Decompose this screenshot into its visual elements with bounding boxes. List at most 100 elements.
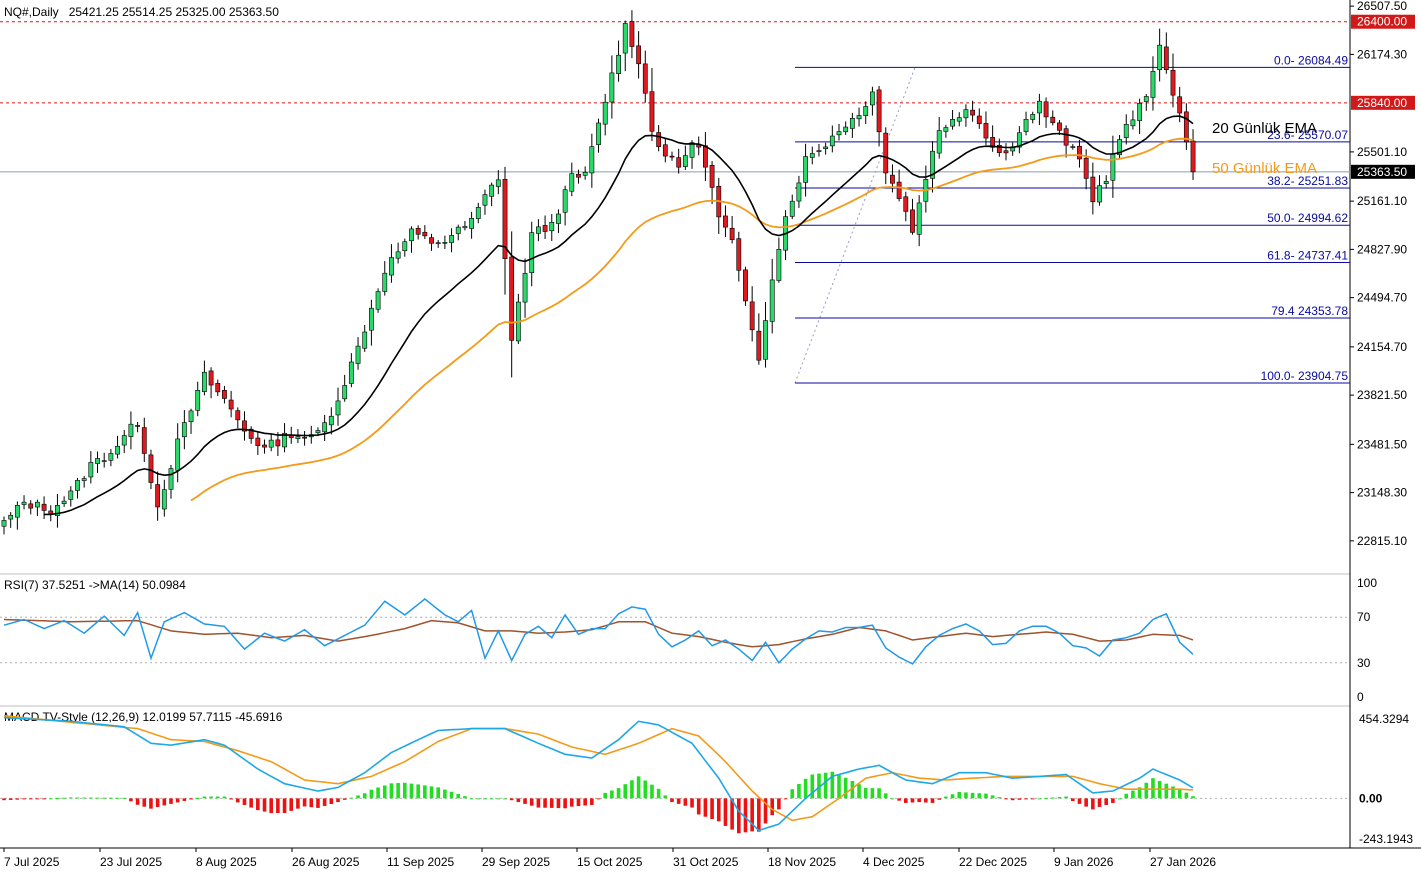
macd-histogram-bar — [623, 784, 628, 799]
candle-body — [1070, 146, 1076, 148]
macd-title: MACD TV-Style (12,26,9) 12.0199 57.7115 … — [4, 710, 283, 724]
macd-histogram-bar — [122, 797, 127, 799]
candle-body — [622, 23, 628, 54]
macd-histogram-bar — [443, 789, 447, 799]
macd-histogram-bar — [469, 798, 474, 800]
candle-body — [1037, 100, 1042, 114]
candle-body — [662, 144, 668, 157]
macd-histogram-bar — [456, 793, 461, 799]
candle-body — [1150, 71, 1156, 98]
candle-body — [1003, 150, 1009, 154]
macd-histogram-bar — [1024, 798, 1028, 800]
macd-histogram-bar — [155, 798, 160, 808]
macd-histogram-bar — [489, 798, 494, 800]
candle-body — [1, 520, 7, 527]
candle-body — [215, 383, 221, 393]
macd-histogram-bar — [556, 798, 561, 809]
candle-body — [342, 385, 348, 400]
candle-body — [135, 425, 140, 427]
price-tick-label: 22815.10 — [1357, 534, 1407, 548]
candle-body — [963, 109, 969, 119]
macd-histogram-bar — [356, 795, 360, 799]
macd-histogram-bar — [109, 797, 113, 799]
candle-body — [1183, 111, 1189, 143]
macd-histogram-bar — [570, 798, 574, 807]
macd-histogram-bar — [516, 798, 521, 803]
macd-histogram-bar — [35, 798, 40, 800]
candle-body — [936, 130, 942, 154]
candle-body — [282, 432, 287, 448]
candle-body — [763, 320, 768, 360]
candle-body — [910, 209, 915, 233]
macd-histogram-bar — [15, 798, 20, 800]
time-tick-label: 26 Aug 2025 — [292, 855, 360, 869]
macd-histogram-bar — [797, 783, 801, 799]
candle-body — [569, 173, 575, 192]
candle-body — [509, 256, 515, 341]
candle-body — [61, 500, 67, 504]
macd-histogram-bar — [202, 796, 207, 799]
candle-body — [1170, 69, 1176, 96]
candle-body — [402, 241, 408, 252]
candle-body — [295, 436, 301, 440]
macd-histogram-bar — [1050, 797, 1055, 799]
price-tick-label: 24827.90 — [1357, 242, 1407, 256]
candle-body — [803, 156, 808, 183]
macd-histogram-bar — [242, 798, 247, 805]
candle-body — [883, 132, 889, 174]
candle-body — [188, 410, 194, 422]
ema50-line — [190, 137, 1194, 502]
macd-histogram-bar — [1124, 793, 1129, 799]
macd-histogram-bar — [1164, 783, 1169, 799]
macd-histogram-bar — [349, 797, 354, 799]
candle-body — [816, 150, 822, 152]
macd-histogram-bar — [596, 798, 601, 800]
candle-body — [362, 331, 368, 349]
macd-histogram-bar — [42, 798, 46, 800]
macd-histogram-bar — [1030, 798, 1035, 800]
macd-histogram-bar — [630, 780, 634, 799]
macd-histogram-bar — [115, 797, 120, 799]
candle-body — [1130, 119, 1136, 127]
macd-histogram-bar — [262, 798, 267, 812]
macd-histogram-bar — [1097, 798, 1102, 807]
fib-level-label: 0.0- 26084.49 — [1274, 53, 1348, 67]
candle-body — [1190, 140, 1196, 173]
candle-body — [355, 345, 361, 364]
macd-histogram-bar — [162, 798, 167, 806]
rsi-ma-line — [3, 618, 1194, 648]
candle-body — [88, 462, 94, 478]
candle-body — [1083, 157, 1089, 179]
macd-histogram-bar — [690, 798, 694, 808]
macd-histogram-bar — [990, 795, 995, 799]
time-tick-label: 11 Sep 2025 — [387, 855, 454, 869]
candle-body — [549, 221, 555, 232]
macd-histogram-bar — [503, 798, 507, 800]
candle-body — [1090, 176, 1096, 203]
macd-histogram-bar — [964, 792, 968, 799]
candle-body — [535, 226, 541, 234]
candle-body — [195, 390, 201, 411]
candle-body — [649, 91, 655, 132]
macd-histogram-bar — [970, 792, 975, 799]
candle-body — [502, 178, 508, 259]
macd-histogram-bar — [944, 796, 948, 799]
macd-histogram-bar — [1184, 792, 1189, 799]
candle-body — [996, 144, 1002, 153]
macd-histogram-bar — [1117, 798, 1122, 800]
macd-histogram-bar — [429, 786, 434, 799]
macd-line — [3, 716, 1194, 832]
macd-histogram-bar — [590, 798, 594, 805]
macd-histogram-bar — [523, 798, 527, 804]
macd-histogram-bar — [1077, 798, 1082, 804]
macd-histogram-bar — [770, 798, 774, 816]
candle-body — [68, 490, 74, 500]
macd-histogram-bar — [169, 798, 173, 804]
macd-histogram-bar — [195, 798, 200, 800]
candle-body — [956, 117, 962, 122]
macd-histogram-bar — [997, 797, 1002, 799]
candle-body — [348, 361, 354, 384]
macd-histogram-bar — [2, 798, 6, 801]
macd-tick-label: 0.00 — [1359, 791, 1383, 805]
macd-histogram-bar — [289, 798, 294, 811]
